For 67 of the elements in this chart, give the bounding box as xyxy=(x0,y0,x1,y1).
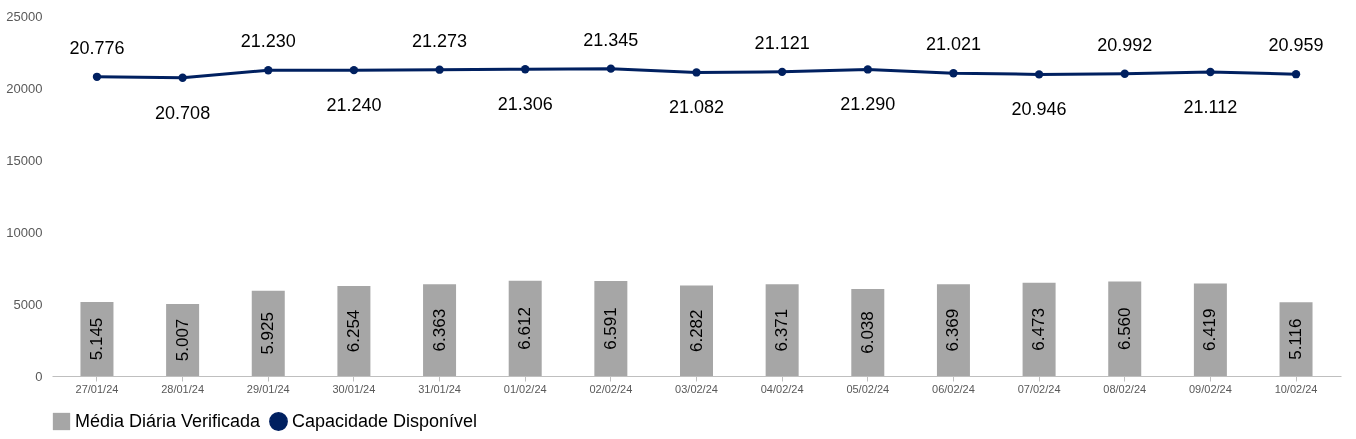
data-label: 5.145 xyxy=(86,317,106,361)
data-label: 20.776 xyxy=(69,37,125,58)
y-tick-label: 0 xyxy=(35,368,43,384)
data-label: 6.591 xyxy=(600,307,620,350)
bar xyxy=(851,289,885,376)
data-label: 20.708 xyxy=(155,102,211,123)
data-label: 6.369 xyxy=(943,308,963,352)
bar xyxy=(594,281,628,376)
data-label: 20.959 xyxy=(1268,35,1324,56)
bar xyxy=(765,284,799,376)
data-label: 6.371 xyxy=(772,308,792,352)
bar xyxy=(251,290,285,376)
x-tick-label: 30/01/24 xyxy=(332,382,376,395)
data-label: 21.290 xyxy=(840,94,896,115)
x-tick-label: 03/02/24 xyxy=(675,382,718,395)
data-label: 21.345 xyxy=(583,29,639,50)
x-tick-label: 06/02/24 xyxy=(932,382,975,395)
data-label: 21.082 xyxy=(668,97,725,118)
y-tick-label: 10000 xyxy=(6,224,43,240)
x-tick-label: 27/01/24 xyxy=(75,382,119,395)
y-tick-label: 15000 xyxy=(6,152,43,168)
y-tick-label: 25000 xyxy=(6,8,43,24)
bar xyxy=(1022,282,1056,376)
data-label: 21.112 xyxy=(1183,96,1238,117)
data-label: 21.240 xyxy=(326,95,382,116)
x-tick-label: 02/02/24 xyxy=(589,382,633,395)
data-label: 6.254 xyxy=(343,309,363,353)
bar xyxy=(680,285,713,376)
data-label: 6.560 xyxy=(1114,307,1134,351)
data-label: 6.612 xyxy=(515,307,535,350)
x-tick-label: 09/02/24 xyxy=(1188,382,1232,395)
data-label: 5.116 xyxy=(1286,318,1306,360)
bar xyxy=(337,285,371,376)
bar xyxy=(423,284,457,376)
x-tick-label: 01/02/24 xyxy=(503,382,547,395)
data-label: 6.282 xyxy=(686,309,706,353)
data-label: 6.363 xyxy=(429,308,449,352)
x-tick-label: 28/01/24 xyxy=(161,382,205,395)
legend-label: Capacidade Disponível xyxy=(292,410,478,431)
x-tick-label: 31/01/24 xyxy=(418,382,461,395)
x-tick-label: 07/02/24 xyxy=(1017,382,1061,395)
data-label: 21.306 xyxy=(497,94,553,115)
bar xyxy=(508,280,542,376)
data-label: 21.273 xyxy=(412,30,468,51)
y-tick-label: 20000 xyxy=(6,80,43,96)
data-label: 5.007 xyxy=(172,318,192,362)
data-label: 5.925 xyxy=(258,312,278,355)
x-tick-label: 10/02/24 xyxy=(1274,382,1318,395)
data-label: 21.021 xyxy=(925,34,981,55)
data-label: 20.992 xyxy=(1097,34,1153,55)
data-label: 21.230 xyxy=(240,31,296,52)
bar xyxy=(1279,302,1313,376)
data-label: 6.419 xyxy=(1200,308,1220,352)
x-tick-label: 29/01/24 xyxy=(246,382,290,395)
bar xyxy=(80,301,114,376)
data-label: 21.121 xyxy=(754,32,810,53)
data-label: 6.038 xyxy=(857,311,877,354)
y-tick-label: 5000 xyxy=(13,296,43,312)
x-tick-label: 08/02/24 xyxy=(1103,382,1147,395)
legend-label: Média Diária Verificada xyxy=(75,410,262,431)
bar xyxy=(1108,281,1142,376)
x-tick-label: 04/02/24 xyxy=(760,382,804,395)
data-label: 20.946 xyxy=(1011,99,1067,120)
x-tick-label: 05/02/24 xyxy=(846,382,890,395)
data-label: 6.473 xyxy=(1029,308,1049,351)
bar xyxy=(1193,283,1227,376)
bar xyxy=(936,284,970,376)
